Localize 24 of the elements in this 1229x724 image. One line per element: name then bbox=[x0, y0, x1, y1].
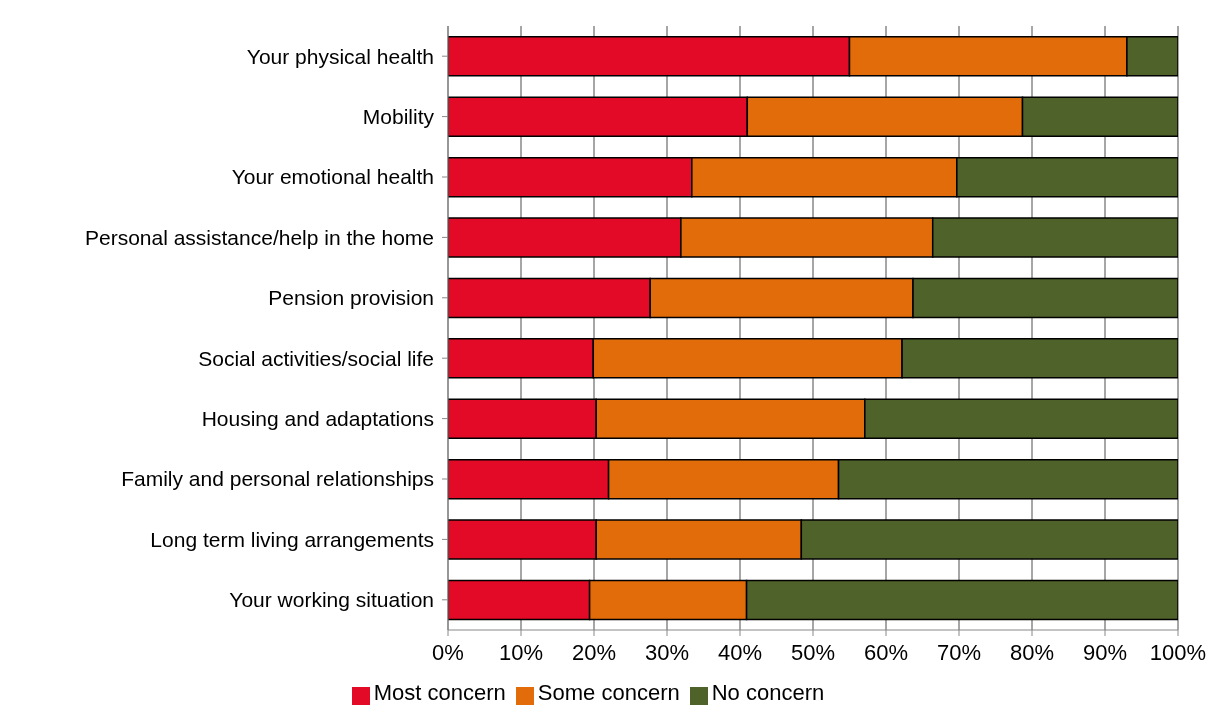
legend-label: No concern bbox=[711, 680, 825, 705]
x-tick-label: 80% bbox=[1009, 639, 1055, 665]
y-tick-label: Pension provision bbox=[268, 286, 434, 310]
y-tick-label: Housing and adaptations bbox=[201, 407, 434, 431]
x-tick-label: 90% bbox=[1082, 639, 1128, 665]
y-tick-label: Family and personal relationships bbox=[121, 467, 434, 491]
x-tick-label: 0% bbox=[432, 639, 464, 665]
x-tick-label: 70% bbox=[936, 639, 982, 665]
x-tick-label: 40% bbox=[717, 639, 763, 665]
x-tick-label: 30% bbox=[644, 639, 690, 665]
y-tick-label: Long term living arrangements bbox=[150, 527, 434, 551]
x-tick-label: 10% bbox=[498, 639, 544, 665]
x-tick-label: 20% bbox=[571, 639, 617, 665]
legend-label: Some concern bbox=[537, 680, 680, 705]
x-tick-label: 50% bbox=[790, 639, 836, 665]
legend-label: Most concern bbox=[373, 680, 506, 705]
y-tick-label: Personal assistance/help in the home bbox=[84, 225, 434, 249]
x-tick-label: 100% bbox=[1149, 639, 1207, 665]
y-tick-label: Your working situation bbox=[229, 588, 434, 612]
y-tick-label: Your physical health bbox=[246, 44, 434, 68]
y-tick-label: Your emotional health bbox=[231, 165, 434, 189]
y-tick-label: Mobility bbox=[362, 105, 435, 129]
y-tick-label: Social activities/social life bbox=[198, 346, 434, 370]
x-tick-label: 60% bbox=[863, 639, 909, 665]
